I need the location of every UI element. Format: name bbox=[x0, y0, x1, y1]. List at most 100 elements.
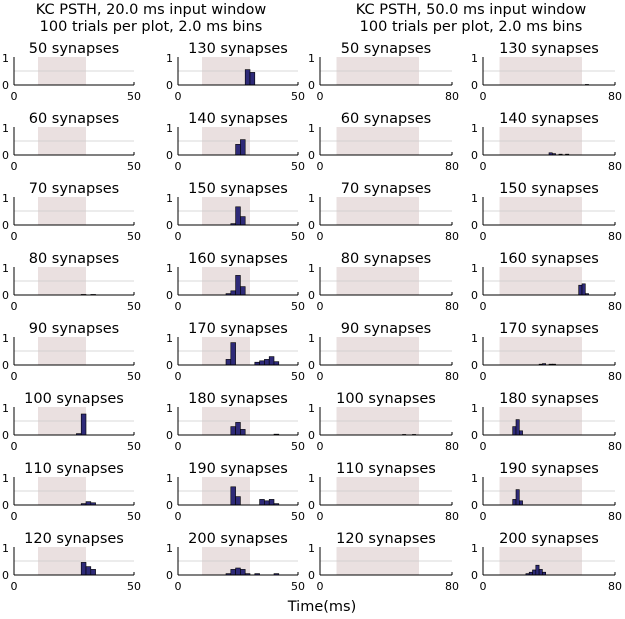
y-tick-label-min: 0 bbox=[166, 289, 173, 302]
psth-panel: 70 synapses 1 00 50 bbox=[2, 181, 141, 243]
psth-panel: 130 synapses 1 00 80 bbox=[471, 41, 622, 103]
y-tick-label-min: 0 bbox=[308, 569, 315, 582]
panel-title: 150 synapses bbox=[188, 181, 288, 197]
psth-panel: 90 synapses 1 00 80 bbox=[308, 321, 459, 383]
panel-title: 110 synapses bbox=[336, 461, 436, 477]
y-tick-label-max: 1 bbox=[308, 192, 315, 205]
y-tick-label-min: 0 bbox=[166, 219, 173, 232]
x-tick-label-max: 50 bbox=[127, 160, 141, 173]
x-tick-label-max: 50 bbox=[127, 440, 141, 453]
panel-title: 50 synapses bbox=[341, 41, 432, 57]
psth-panel: 120 synapses 1 00 80 bbox=[308, 531, 459, 593]
panel-title: 120 synapses bbox=[336, 531, 436, 547]
x-tick-label-max: 80 bbox=[445, 510, 459, 523]
x-tick-label-max: 50 bbox=[291, 230, 305, 243]
y-tick-label-min: 0 bbox=[166, 499, 173, 512]
histogram-bar bbox=[535, 564, 540, 576]
histogram-bar bbox=[518, 500, 523, 506]
panel-title: 100 synapses bbox=[24, 391, 124, 407]
panel-title: 60 synapses bbox=[29, 111, 120, 127]
histogram-bar bbox=[235, 144, 241, 156]
panel-title: 100 synapses bbox=[336, 391, 436, 407]
histogram-bar bbox=[235, 422, 241, 436]
x-tick-label-max: 50 bbox=[127, 580, 141, 593]
y-tick-label-max: 1 bbox=[471, 402, 478, 415]
histogram-bar bbox=[230, 486, 236, 506]
psth-panel: 180 synapses 1 00 50 bbox=[166, 391, 305, 453]
x-tick-label-min: 0 bbox=[317, 90, 324, 103]
histogram-bar bbox=[85, 501, 92, 506]
left-title-line1: KC PSTH, 20.0 ms input window bbox=[36, 2, 267, 18]
x-tick-label-max: 50 bbox=[291, 160, 305, 173]
y-tick-label-min: 0 bbox=[166, 569, 173, 582]
x-tick-label-max: 50 bbox=[127, 90, 141, 103]
y-tick-label-min: 0 bbox=[308, 289, 315, 302]
panel-title: 80 synapses bbox=[29, 251, 120, 267]
panel-title: 170 synapses bbox=[188, 321, 288, 337]
histogram-bar bbox=[538, 569, 543, 576]
psth-panel: 110 synapses 1 00 80 bbox=[308, 461, 459, 523]
y-tick-label-max: 1 bbox=[166, 262, 173, 275]
panel-title: 180 synapses bbox=[188, 391, 288, 407]
x-tick-label-max: 50 bbox=[291, 370, 305, 383]
y-tick-label-max: 1 bbox=[471, 332, 478, 345]
y-tick-label-min: 0 bbox=[166, 359, 173, 372]
x-tick-label-max: 80 bbox=[608, 370, 622, 383]
histogram-bar bbox=[581, 283, 586, 296]
y-tick-label-min: 0 bbox=[308, 149, 315, 162]
psth-panel: 190 synapses 1 00 50 bbox=[166, 461, 305, 523]
x-tick-label-max: 50 bbox=[291, 90, 305, 103]
y-tick-label-max: 1 bbox=[308, 332, 315, 345]
histogram-bar bbox=[512, 499, 517, 506]
x-tick-label-max: 50 bbox=[127, 300, 141, 313]
x-tick-label-max: 80 bbox=[445, 370, 459, 383]
panel-title: 130 synapses bbox=[499, 41, 599, 57]
y-tick-label-max: 1 bbox=[471, 472, 478, 485]
histogram-bar bbox=[90, 569, 96, 576]
psth-panel: 60 synapses 1 00 80 bbox=[308, 111, 459, 173]
panel-title: 90 synapses bbox=[341, 321, 432, 337]
x-tick-label-min: 0 bbox=[317, 160, 324, 173]
psth-panel: 140 synapses 1 00 80 bbox=[471, 111, 622, 173]
panel-title: 160 synapses bbox=[188, 251, 288, 267]
x-tick-label-min: 0 bbox=[317, 440, 324, 453]
y-tick-label-max: 1 bbox=[2, 542, 9, 555]
x-tick-label-max: 50 bbox=[127, 230, 141, 243]
x-tick-label-min: 0 bbox=[480, 90, 487, 103]
panel-title: 170 synapses bbox=[499, 321, 599, 337]
panel-title: 140 synapses bbox=[188, 111, 288, 127]
x-tick-label-min: 0 bbox=[317, 510, 324, 523]
panel-title: 190 synapses bbox=[188, 461, 288, 477]
y-tick-label-min: 0 bbox=[471, 79, 478, 92]
x-tick-label-min: 0 bbox=[480, 160, 487, 173]
panel-title: 110 synapses bbox=[24, 461, 124, 477]
x-tick-label-max: 80 bbox=[445, 440, 459, 453]
y-tick-label-max: 1 bbox=[471, 542, 478, 555]
histogram-bar bbox=[240, 429, 246, 436]
x-tick-label-min: 0 bbox=[11, 300, 18, 313]
x-tick-label-min: 0 bbox=[480, 230, 487, 243]
x-tick-label-max: 80 bbox=[445, 300, 459, 313]
y-tick-label-min: 0 bbox=[2, 569, 9, 582]
psth-panel: 140 synapses 1 00 50 bbox=[166, 111, 305, 173]
psth-panel: 80 synapses 1 00 80 bbox=[308, 251, 459, 313]
histogram-bar bbox=[268, 356, 275, 366]
y-tick-label-max: 1 bbox=[2, 122, 9, 135]
y-tick-label-min: 0 bbox=[308, 219, 315, 232]
psth-panel: 50 synapses 1 00 80 bbox=[308, 41, 459, 103]
y-tick-label-max: 1 bbox=[471, 122, 478, 135]
y-tick-label-min: 0 bbox=[308, 79, 315, 92]
psth-panel: 60 synapses 1 00 50 bbox=[2, 111, 141, 173]
y-tick-label-min: 0 bbox=[2, 79, 9, 92]
psth-panel: 70 synapses 1 00 80 bbox=[308, 181, 459, 243]
histogram-bar bbox=[235, 567, 241, 576]
psth-panel: 120 synapses 1 00 50 bbox=[2, 531, 141, 593]
histogram-bar bbox=[268, 499, 275, 506]
histogram-bar bbox=[85, 566, 92, 576]
x-tick-label-max: 50 bbox=[291, 580, 305, 593]
x-tick-label-min: 0 bbox=[480, 510, 487, 523]
psth-panel: 100 synapses 1 00 50 bbox=[2, 391, 141, 453]
y-tick-label-max: 1 bbox=[166, 52, 173, 65]
y-tick-label-min: 0 bbox=[471, 359, 478, 372]
histogram-bar bbox=[512, 426, 517, 436]
